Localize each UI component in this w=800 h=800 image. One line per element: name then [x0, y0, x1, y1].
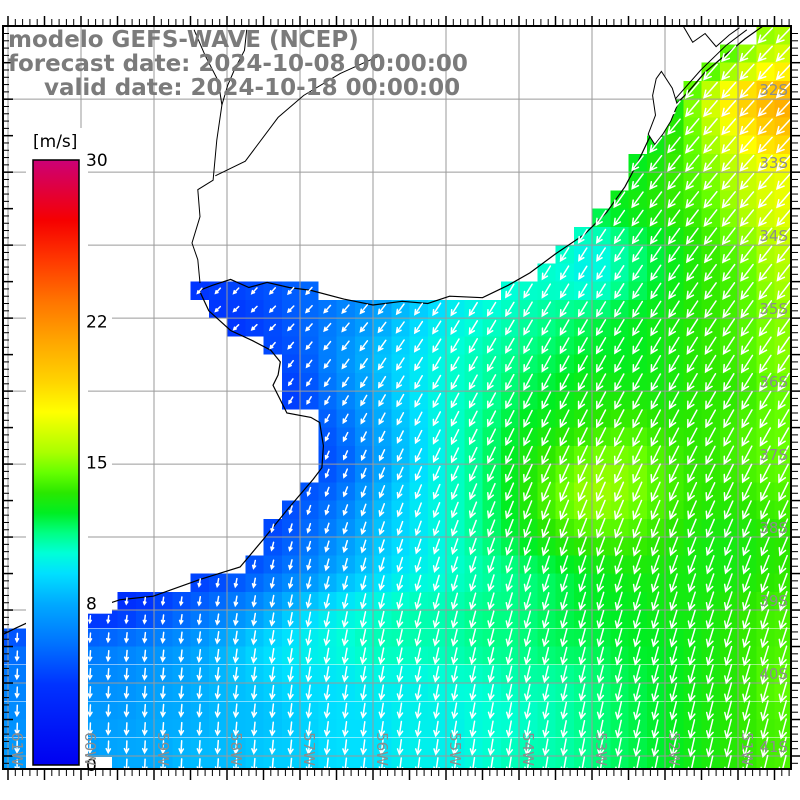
lagoa-mirim-outline	[647, 70, 678, 146]
lon-axis-labels: 61W 60W 59W 58W 57W 56W 55W 54W 53W 52W 51W	[8, 732, 756, 766]
colorbar-gradient	[32, 159, 80, 766]
lat-axis-labels: 32S 33S 34S 35S 36S 37S 38S 39S 40S 41S	[759, 81, 788, 756]
river-line	[193, 29, 223, 106]
lat-tick-label: 34S	[759, 227, 788, 245]
lat-tick-label: 40S	[759, 665, 788, 683]
lat-tick-label: 37S	[759, 446, 788, 464]
lon-tick-label: 54W	[519, 732, 537, 766]
lat-tick-label: 32S	[759, 81, 788, 99]
wind-arrows-layer	[14, 27, 791, 769]
lon-tick-label: 56W	[373, 732, 391, 766]
lon-tick-label: 57W	[300, 732, 318, 766]
lat-tick-label: 35S	[759, 300, 788, 318]
map-frame-ticks	[2, 16, 800, 780]
colorbar-tick-label: 0	[86, 756, 97, 776]
river-line	[215, 54, 381, 177]
map-frame	[2, 25, 792, 770]
lon-tick-label: 58W	[227, 732, 245, 766]
colorbar-tick-label: 8	[86, 595, 97, 615]
coastline-layer	[3, 26, 764, 636]
lat-tick-label: 38S	[759, 519, 788, 537]
lat-tick-label: 39S	[759, 592, 788, 610]
lat-tick-label: 41S	[759, 738, 788, 756]
colorbar-tick-label: 22	[86, 312, 108, 332]
lon-tick-label: 61W	[8, 732, 26, 766]
river-line	[682, 26, 740, 48]
lon-tick-label: 53W	[592, 732, 610, 766]
lon-tick-label: 55W	[446, 732, 464, 766]
lon-tick-label: 59W	[154, 732, 172, 766]
river-line	[191, 29, 248, 284]
lon-tick-label: 52W	[665, 732, 683, 766]
colorbar: [m/s] 30 22 15 8 0	[26, 128, 112, 776]
lon-tick-label: 51W	[738, 732, 756, 766]
lat-tick-label: 33S	[759, 154, 788, 172]
colorbar-tick-label: 30	[86, 151, 108, 171]
colorbar-unit-label: [m/s]	[33, 132, 77, 152]
colorbar-tick-label: 15	[86, 454, 108, 474]
lon-tick-label: 60W	[81, 732, 99, 766]
lat-tick-label: 36S	[759, 373, 788, 391]
coastline	[3, 26, 764, 636]
